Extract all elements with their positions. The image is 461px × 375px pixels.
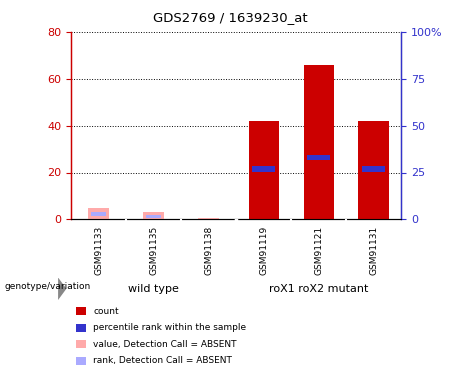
Text: GSM91135: GSM91135: [149, 226, 159, 275]
Bar: [253, 166, 275, 172]
Bar: [303, 64, 334, 219]
Text: wild type: wild type: [129, 284, 179, 294]
Text: GSM91138: GSM91138: [204, 226, 213, 275]
Bar: [248, 121, 279, 219]
Text: GDS2769 / 1639230_at: GDS2769 / 1639230_at: [153, 11, 308, 24]
Text: GSM91133: GSM91133: [95, 226, 103, 275]
Bar: [362, 166, 385, 172]
Text: GSM91119: GSM91119: [259, 226, 268, 275]
Bar: [143, 212, 165, 219]
Bar: [307, 154, 330, 160]
Text: GSM91121: GSM91121: [314, 226, 323, 275]
Text: count: count: [93, 307, 119, 316]
Text: rank, Detection Call = ABSENT: rank, Detection Call = ABSENT: [93, 356, 232, 365]
Polygon shape: [58, 278, 66, 300]
Bar: [91, 212, 106, 216]
Bar: [198, 218, 219, 219]
Text: GSM91131: GSM91131: [369, 226, 378, 275]
Text: value, Detection Call = ABSENT: value, Detection Call = ABSENT: [93, 340, 236, 349]
Text: percentile rank within the sample: percentile rank within the sample: [93, 323, 246, 332]
Text: roX1 roX2 mutant: roX1 roX2 mutant: [269, 284, 368, 294]
Bar: [146, 215, 161, 218]
Bar: [89, 208, 110, 219]
Bar: [359, 121, 389, 219]
Text: genotype/variation: genotype/variation: [5, 282, 91, 291]
